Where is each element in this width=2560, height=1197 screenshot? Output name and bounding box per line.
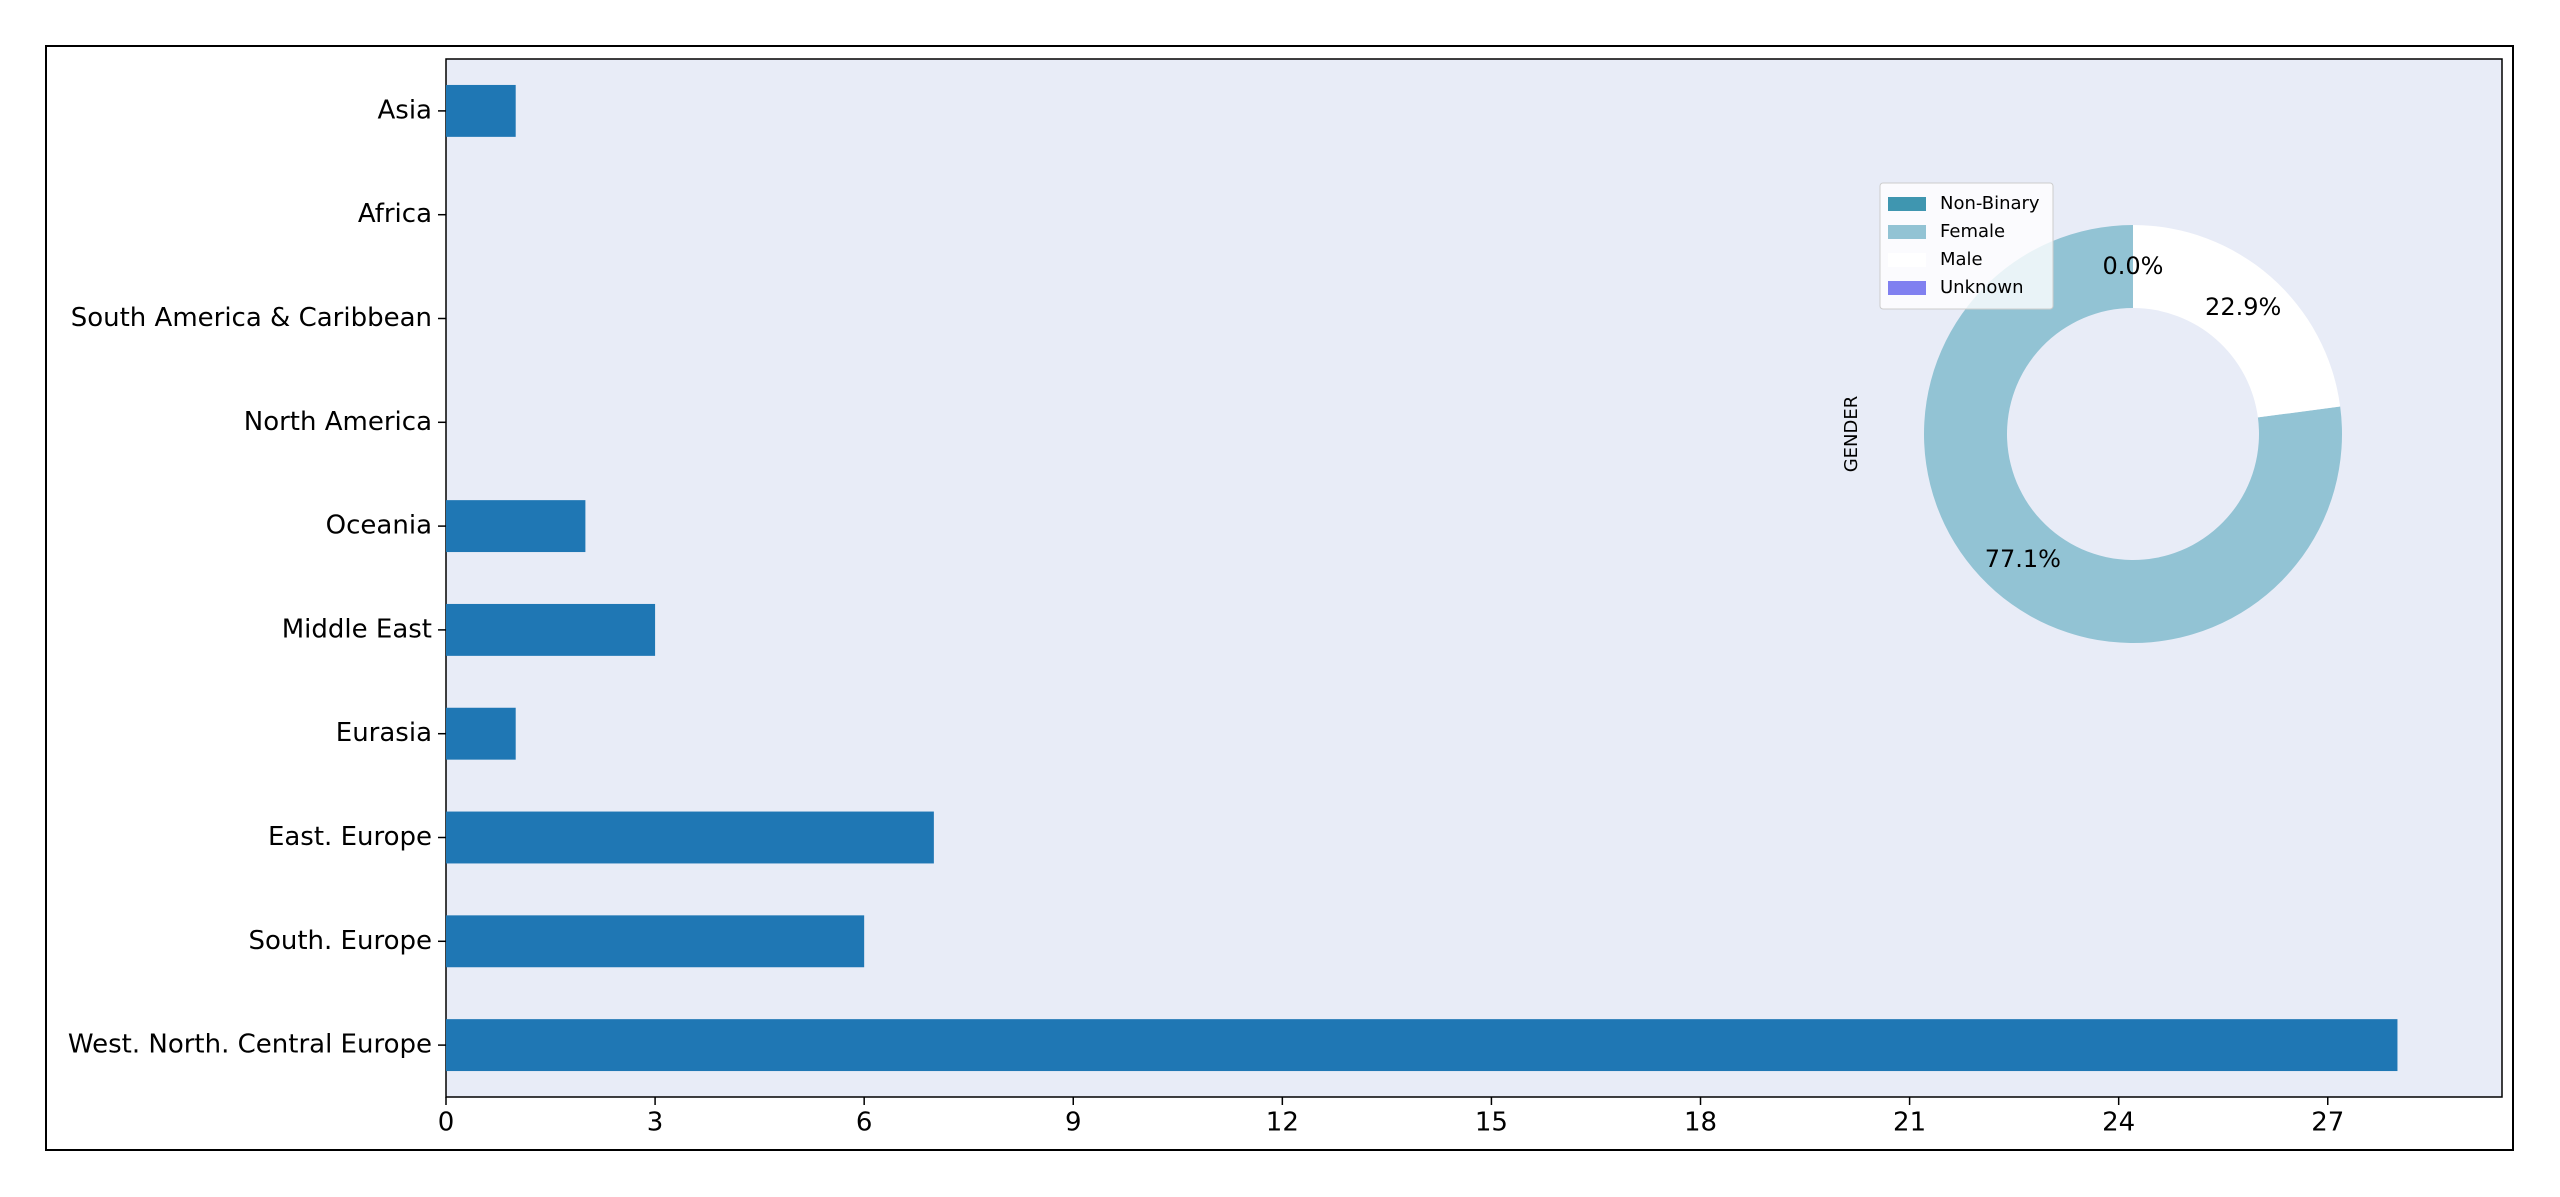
legend-label: Male (1940, 249, 1983, 270)
x-tick-label: 6 (856, 1108, 873, 1138)
slice-label: 0.0% (2103, 252, 2164, 280)
x-tick-label: 21 (1893, 1108, 1926, 1138)
y-tick-label: Middle East (282, 614, 432, 644)
x-tick-label: 9 (1065, 1108, 1082, 1138)
y-tick-label: Eurasia (336, 718, 432, 748)
donut-slice (1923, 225, 2343, 643)
y-tick-label: Oceania (326, 511, 432, 541)
legend-label: Female (1940, 221, 2005, 242)
x-tick-label: 15 (1475, 1108, 1508, 1138)
legend-swatch (1888, 225, 1926, 239)
bar (446, 84, 516, 137)
bar (446, 1019, 2398, 1072)
legend-label: Unknown (1940, 277, 2024, 298)
y-tick-label: West. North. Central Europe (68, 1030, 432, 1060)
bar (446, 707, 516, 760)
legend-swatch (1888, 281, 1926, 295)
x-tick-label: 18 (1684, 1108, 1717, 1138)
slice-label: 22.9% (2205, 293, 2281, 321)
donut-slice (2133, 225, 2341, 418)
legend-swatch (1888, 253, 1926, 267)
slice-label: 77.1% (1985, 545, 2061, 573)
bar (446, 811, 934, 864)
legend-box (1879, 182, 2054, 310)
x-tick-label: 0 (438, 1108, 455, 1138)
y-tick-label: South. Europe (248, 926, 432, 956)
bar (446, 603, 656, 656)
y-tick-label: Asia (378, 95, 433, 125)
y-axis-label: GENDER (1841, 396, 1862, 473)
x-tick-label: 3 (647, 1108, 664, 1138)
bar (446, 500, 586, 553)
y-tick-label: North America (244, 407, 432, 437)
x-tick-label: 12 (1266, 1108, 1299, 1138)
legend-swatch (1888, 197, 1926, 211)
y-tick-label: Africa (358, 199, 432, 229)
y-tick-label: East. Europe (268, 822, 432, 852)
x-tick-label: 27 (2311, 1108, 2344, 1138)
x-tick-label: 24 (2102, 1108, 2135, 1138)
legend-label: Non-Binary (1940, 193, 2040, 214)
bar (446, 915, 865, 968)
y-tick-label: South America & Caribbean (71, 303, 432, 333)
